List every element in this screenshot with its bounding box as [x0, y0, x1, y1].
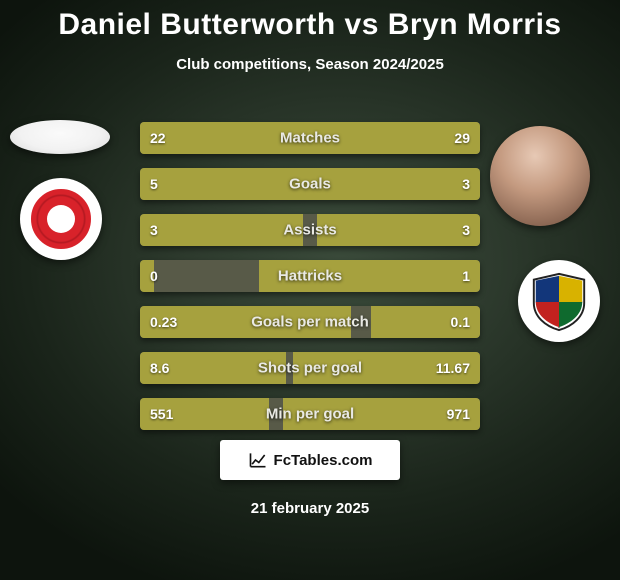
- club-crest-right: [518, 260, 600, 342]
- stat-label: Matches: [280, 130, 340, 147]
- stat-value-left: 3: [150, 222, 158, 238]
- stat-value-right: 29: [454, 130, 470, 146]
- stat-row: 3 3 Assists: [140, 214, 480, 246]
- stat-value-right: 3: [462, 222, 470, 238]
- brand-badge[interactable]: FcTables.com: [220, 440, 400, 480]
- stat-row: 0 1 Hattricks: [140, 260, 480, 292]
- club-crest-left: [20, 178, 102, 260]
- stat-value-right: 1: [462, 268, 470, 284]
- bar-right: [351, 168, 480, 200]
- shield-icon: [528, 270, 590, 332]
- club-crest-left-inner: [31, 189, 91, 249]
- stat-value-right: 0.1: [451, 314, 470, 330]
- player-left-avatar: [10, 120, 110, 154]
- stat-label: Assists: [283, 222, 336, 239]
- stats-panel: 22 29 Matches 5 3 Goals 3 3 Assists 0 1 Hattricks 0.…: [140, 122, 480, 444]
- stat-label: Shots per goal: [258, 360, 362, 377]
- page-title: Daniel Butterworth vs Bryn Morris: [0, 8, 620, 42]
- stat-label: Hattricks: [278, 268, 342, 285]
- stat-value-right: 11.67: [436, 360, 470, 376]
- card: Daniel Butterworth vs Bryn Morris Club c…: [0, 0, 620, 580]
- bar-right: [317, 214, 480, 246]
- brand-icon: [248, 450, 268, 470]
- stat-row: 8.6 11.67 Shots per goal: [140, 352, 480, 384]
- stat-value-right: 971: [447, 406, 470, 422]
- stat-value-left: 551: [150, 406, 173, 422]
- stat-value-left: 5: [150, 176, 158, 192]
- stat-row: 0.23 0.1 Goals per match: [140, 306, 480, 338]
- stat-value-left: 0: [150, 268, 158, 284]
- brand-text: FcTables.com: [274, 452, 373, 469]
- stat-label: Goals: [289, 176, 331, 193]
- stat-label: Goals per match: [251, 314, 369, 331]
- stat-value-left: 8.6: [150, 360, 169, 376]
- stat-row: 551 971 Min per goal: [140, 398, 480, 430]
- subtitle: Club competitions, Season 2024/2025: [0, 56, 620, 73]
- stat-value-right: 3: [462, 176, 470, 192]
- stat-label: Min per goal: [266, 406, 354, 423]
- date-label: 21 february 2025: [251, 500, 369, 517]
- stat-value-left: 22: [150, 130, 166, 146]
- stat-value-left: 0.23: [150, 314, 177, 330]
- stat-row: 5 3 Goals: [140, 168, 480, 200]
- bar-left: [140, 214, 303, 246]
- stat-row: 22 29 Matches: [140, 122, 480, 154]
- player-right-avatar: [490, 126, 590, 226]
